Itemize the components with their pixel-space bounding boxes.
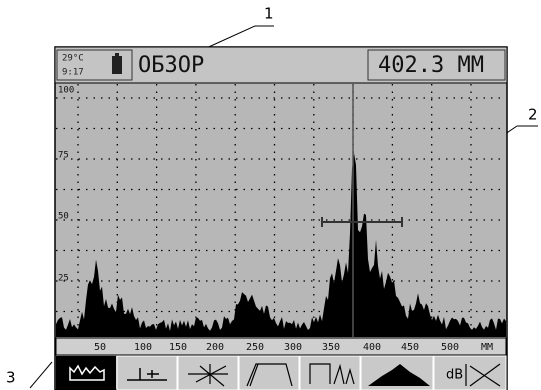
toolbar-button[interactable]: [433, 355, 507, 390]
battery-icon: [112, 56, 122, 74]
button-icon: [188, 364, 228, 387]
button-icon: [309, 363, 355, 385]
x-axis-label: 350: [322, 342, 340, 353]
toolbar-button-selected[interactable]: [56, 356, 116, 390]
x-axis-label: 250: [246, 342, 264, 353]
callout-line: [29, 361, 53, 389]
x-axis-label: 50: [94, 342, 106, 353]
battery-tip: [115, 53, 119, 56]
button-icon: [127, 368, 167, 381]
reading-box: [367, 49, 506, 81]
button-icon: [246, 363, 293, 387]
x-axis-label: 500: [441, 342, 459, 353]
waveform: [56, 153, 506, 337]
reading: 402.3 ММ: [378, 53, 484, 78]
header-bar: [54, 46, 508, 84]
button-icon: [465, 363, 501, 387]
callout-label: 2: [528, 106, 538, 124]
x-axis-label: 200: [206, 342, 224, 353]
x-axis-label: 450: [401, 342, 419, 353]
callout-label: 1: [264, 5, 274, 23]
x-axis-label: MM: [481, 342, 493, 353]
button-icon: [368, 364, 430, 386]
toolbar-button[interactable]: [116, 355, 178, 390]
x-axis-label: 300: [284, 342, 302, 353]
button-icon: [69, 364, 105, 381]
y-axis-label: 75: [58, 151, 69, 161]
x-axis-label: 400: [363, 342, 381, 353]
x-axis-label: 150: [169, 342, 187, 353]
mode-title: ОБЗОР: [138, 53, 204, 78]
y-axis-label: 25: [58, 274, 69, 284]
callout-line: [201, 25, 256, 51]
x-scale-bar: [55, 337, 507, 356]
time: 9:17: [62, 68, 84, 78]
y-axis-label: 50: [58, 212, 69, 222]
x-axis-label: 100: [134, 342, 152, 353]
callout-label: 3: [6, 369, 16, 387]
toolbar: dB: [56, 355, 507, 390]
temperature: 29°C: [62, 54, 84, 64]
button-label: dB: [446, 368, 463, 383]
y-axis-label: 100: [58, 86, 74, 96]
status-box: [56, 49, 133, 81]
plot-area: [56, 84, 506, 337]
a-scan-trace: [56, 153, 506, 337]
